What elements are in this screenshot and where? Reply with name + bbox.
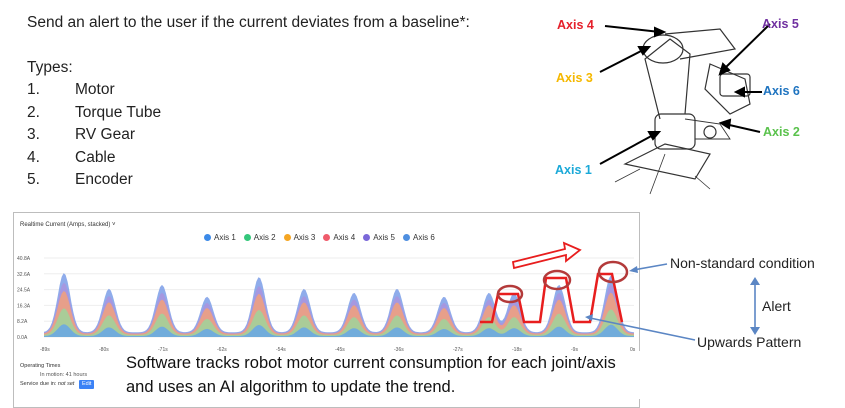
legend-label: Axis 1 [214, 233, 236, 242]
chart-legend: Axis 1 Axis 2 Axis 3 Axis 4 Axis 5 Axis 6 [204, 233, 435, 242]
list-item: 4. Cable [27, 148, 116, 166]
robot-base [623, 143, 711, 180]
service-due: Service due in: not set Edit [20, 380, 95, 389]
list-item: 1. Motor [27, 81, 115, 98]
legend-label: Axis 6 [412, 233, 435, 242]
legend-label: Axis 5 [373, 233, 395, 242]
non-standard-condition-label: Non-standard condition [670, 255, 815, 271]
list-item: 3. RV Gear [27, 126, 136, 143]
axis2-label: Axis 2 [763, 125, 800, 139]
y-tick-label: 8.2A [17, 319, 28, 325]
robot-diagram: Axis 4 Axis 5 Axis 3 Axis 6 Axis 2 Axis … [545, 4, 845, 204]
caption-text: Software tracks robot motor current cons… [126, 351, 646, 399]
x-tick-label: -71s [158, 347, 168, 353]
x-tick-label: -54s [276, 347, 286, 353]
legend-item[interactable]: Axis 2 [243, 233, 276, 242]
robot-arm-illustration [599, 23, 771, 195]
legend-item[interactable]: Axis 3 [283, 233, 316, 242]
legend-item[interactable]: Axis 5 [363, 233, 395, 242]
chart-title-dropdown[interactable]: Realtime Current (Amps, stacked) ˅ [20, 222, 116, 228]
x-tick-label: -80s [99, 347, 109, 353]
list-item: 2. Torque Tube [27, 103, 162, 121]
intro-heading: Send an alert to the user if the current… [27, 14, 470, 31]
legend-item[interactable]: Axis 4 [323, 233, 355, 242]
y-tick-label: 16.3A [17, 303, 31, 309]
legend-dot [402, 234, 410, 241]
types-label: Types: [27, 58, 73, 76]
y-tick-label: 40.8A [17, 256, 31, 262]
operating-times-title: Operating Times [20, 363, 61, 369]
axis5-label: Axis 5 [762, 17, 799, 31]
legend-dot [323, 234, 331, 241]
in-motion-text: In motion: 41 hours [40, 372, 88, 378]
robot-wrist [704, 63, 751, 115]
legend-label: Axis 3 [293, 233, 316, 242]
intro-block: Send an alert to the user if the current… [27, 12, 470, 192]
edit-button[interactable]: Edit [78, 380, 95, 389]
x-tick-label: -89s [40, 347, 50, 353]
axis1-label: Axis 1 [555, 163, 592, 177]
x-tick-label: 0s [630, 347, 636, 353]
arrow-axis3 [599, 48, 646, 73]
types-list: 1. Motor 2. Torque Tube 3. RV Gear 4. Cable … [27, 79, 470, 192]
realtime-current-panel: Realtime Current (Amps, stacked) ˅ Axis … [13, 212, 646, 408]
legend-label: Axis 4 [333, 233, 356, 242]
y-tick-label: 24.5A [17, 288, 31, 294]
x-tick-label: -9s [571, 347, 578, 353]
arrow-axis4 [604, 25, 661, 33]
axis3-label: Axis 3 [556, 71, 593, 85]
legend-dot [363, 234, 371, 241]
arrow-axis2 [724, 123, 761, 133]
robot-lower-arm [644, 38, 691, 120]
legend-dot [283, 234, 291, 241]
upwards-pattern-label: Upwards Pattern [697, 334, 802, 350]
alert-label: Alert [762, 298, 791, 314]
y-tick-label: 0.0A [17, 335, 28, 341]
axis6-label: Axis 6 [763, 84, 800, 98]
legend-item[interactable]: Axis 1 [204, 233, 236, 242]
x-tick-label: -27s [453, 347, 463, 353]
legend-label: Axis 2 [253, 233, 276, 242]
stacked-area-layer [44, 324, 634, 337]
x-tick-label: -45s [335, 347, 345, 353]
legend-item[interactable]: Axis 6 [402, 233, 435, 242]
x-tick-label: -18s [512, 347, 522, 353]
arrow-axis1 [599, 133, 656, 165]
legend-dot [204, 234, 211, 241]
legend-dot [243, 234, 251, 241]
x-tick-label: -62s [217, 347, 227, 353]
operating-times: Operating Times In motion: 41 hours Serv… [20, 362, 95, 389]
robot-upper-arm [664, 28, 737, 60]
list-item: 5. Encoder [27, 171, 133, 188]
y-tick-label: 32.6A [17, 272, 31, 278]
axis4-label: Axis 4 [557, 18, 594, 32]
arrow-axis5 [722, 23, 771, 71]
stacked-area-layer [44, 282, 634, 337]
x-tick-label: -36s [394, 347, 404, 353]
